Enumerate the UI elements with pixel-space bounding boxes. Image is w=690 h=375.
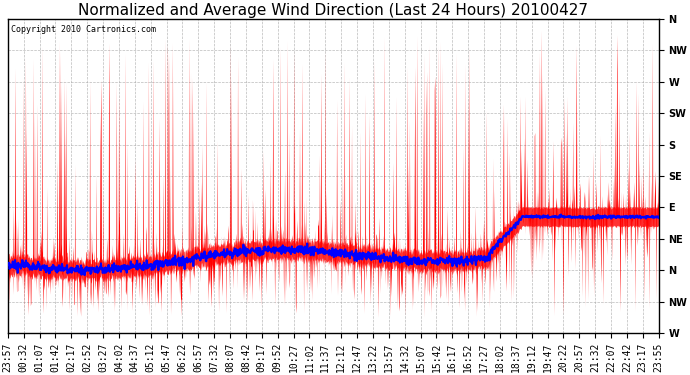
Title: Normalized and Average Wind Direction (Last 24 Hours) 20100427: Normalized and Average Wind Direction (L…: [78, 3, 588, 18]
Text: Copyright 2010 Cartronics.com: Copyright 2010 Cartronics.com: [11, 25, 156, 34]
